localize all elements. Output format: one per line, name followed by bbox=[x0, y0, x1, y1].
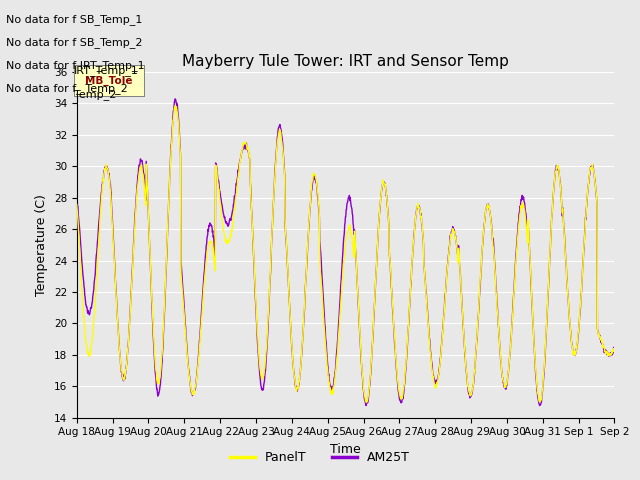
Legend: PanelT, AM25T: PanelT, AM25T bbox=[225, 446, 415, 469]
Title: Mayberry Tule Tower: IRT and Sensor Temp: Mayberry Tule Tower: IRT and Sensor Temp bbox=[182, 54, 509, 70]
Text: Temp_2: Temp_2 bbox=[74, 89, 116, 100]
Text: No data for f_ Temp_2: No data for f_ Temp_2 bbox=[6, 84, 128, 95]
Y-axis label: Temperature (C): Temperature (C) bbox=[35, 194, 48, 296]
Text: No data for f SB_Temp_2: No data for f SB_Temp_2 bbox=[6, 37, 143, 48]
Text: IRT_Temp_1: IRT_Temp_1 bbox=[74, 65, 138, 76]
X-axis label: Time: Time bbox=[330, 443, 361, 456]
Text: No data for f IRT_Temp_1: No data for f IRT_Temp_1 bbox=[6, 60, 145, 72]
Text: No data for f SB_Temp_1: No data for f SB_Temp_1 bbox=[6, 14, 143, 25]
Text: MB_Tole: MB_Tole bbox=[85, 75, 132, 85]
